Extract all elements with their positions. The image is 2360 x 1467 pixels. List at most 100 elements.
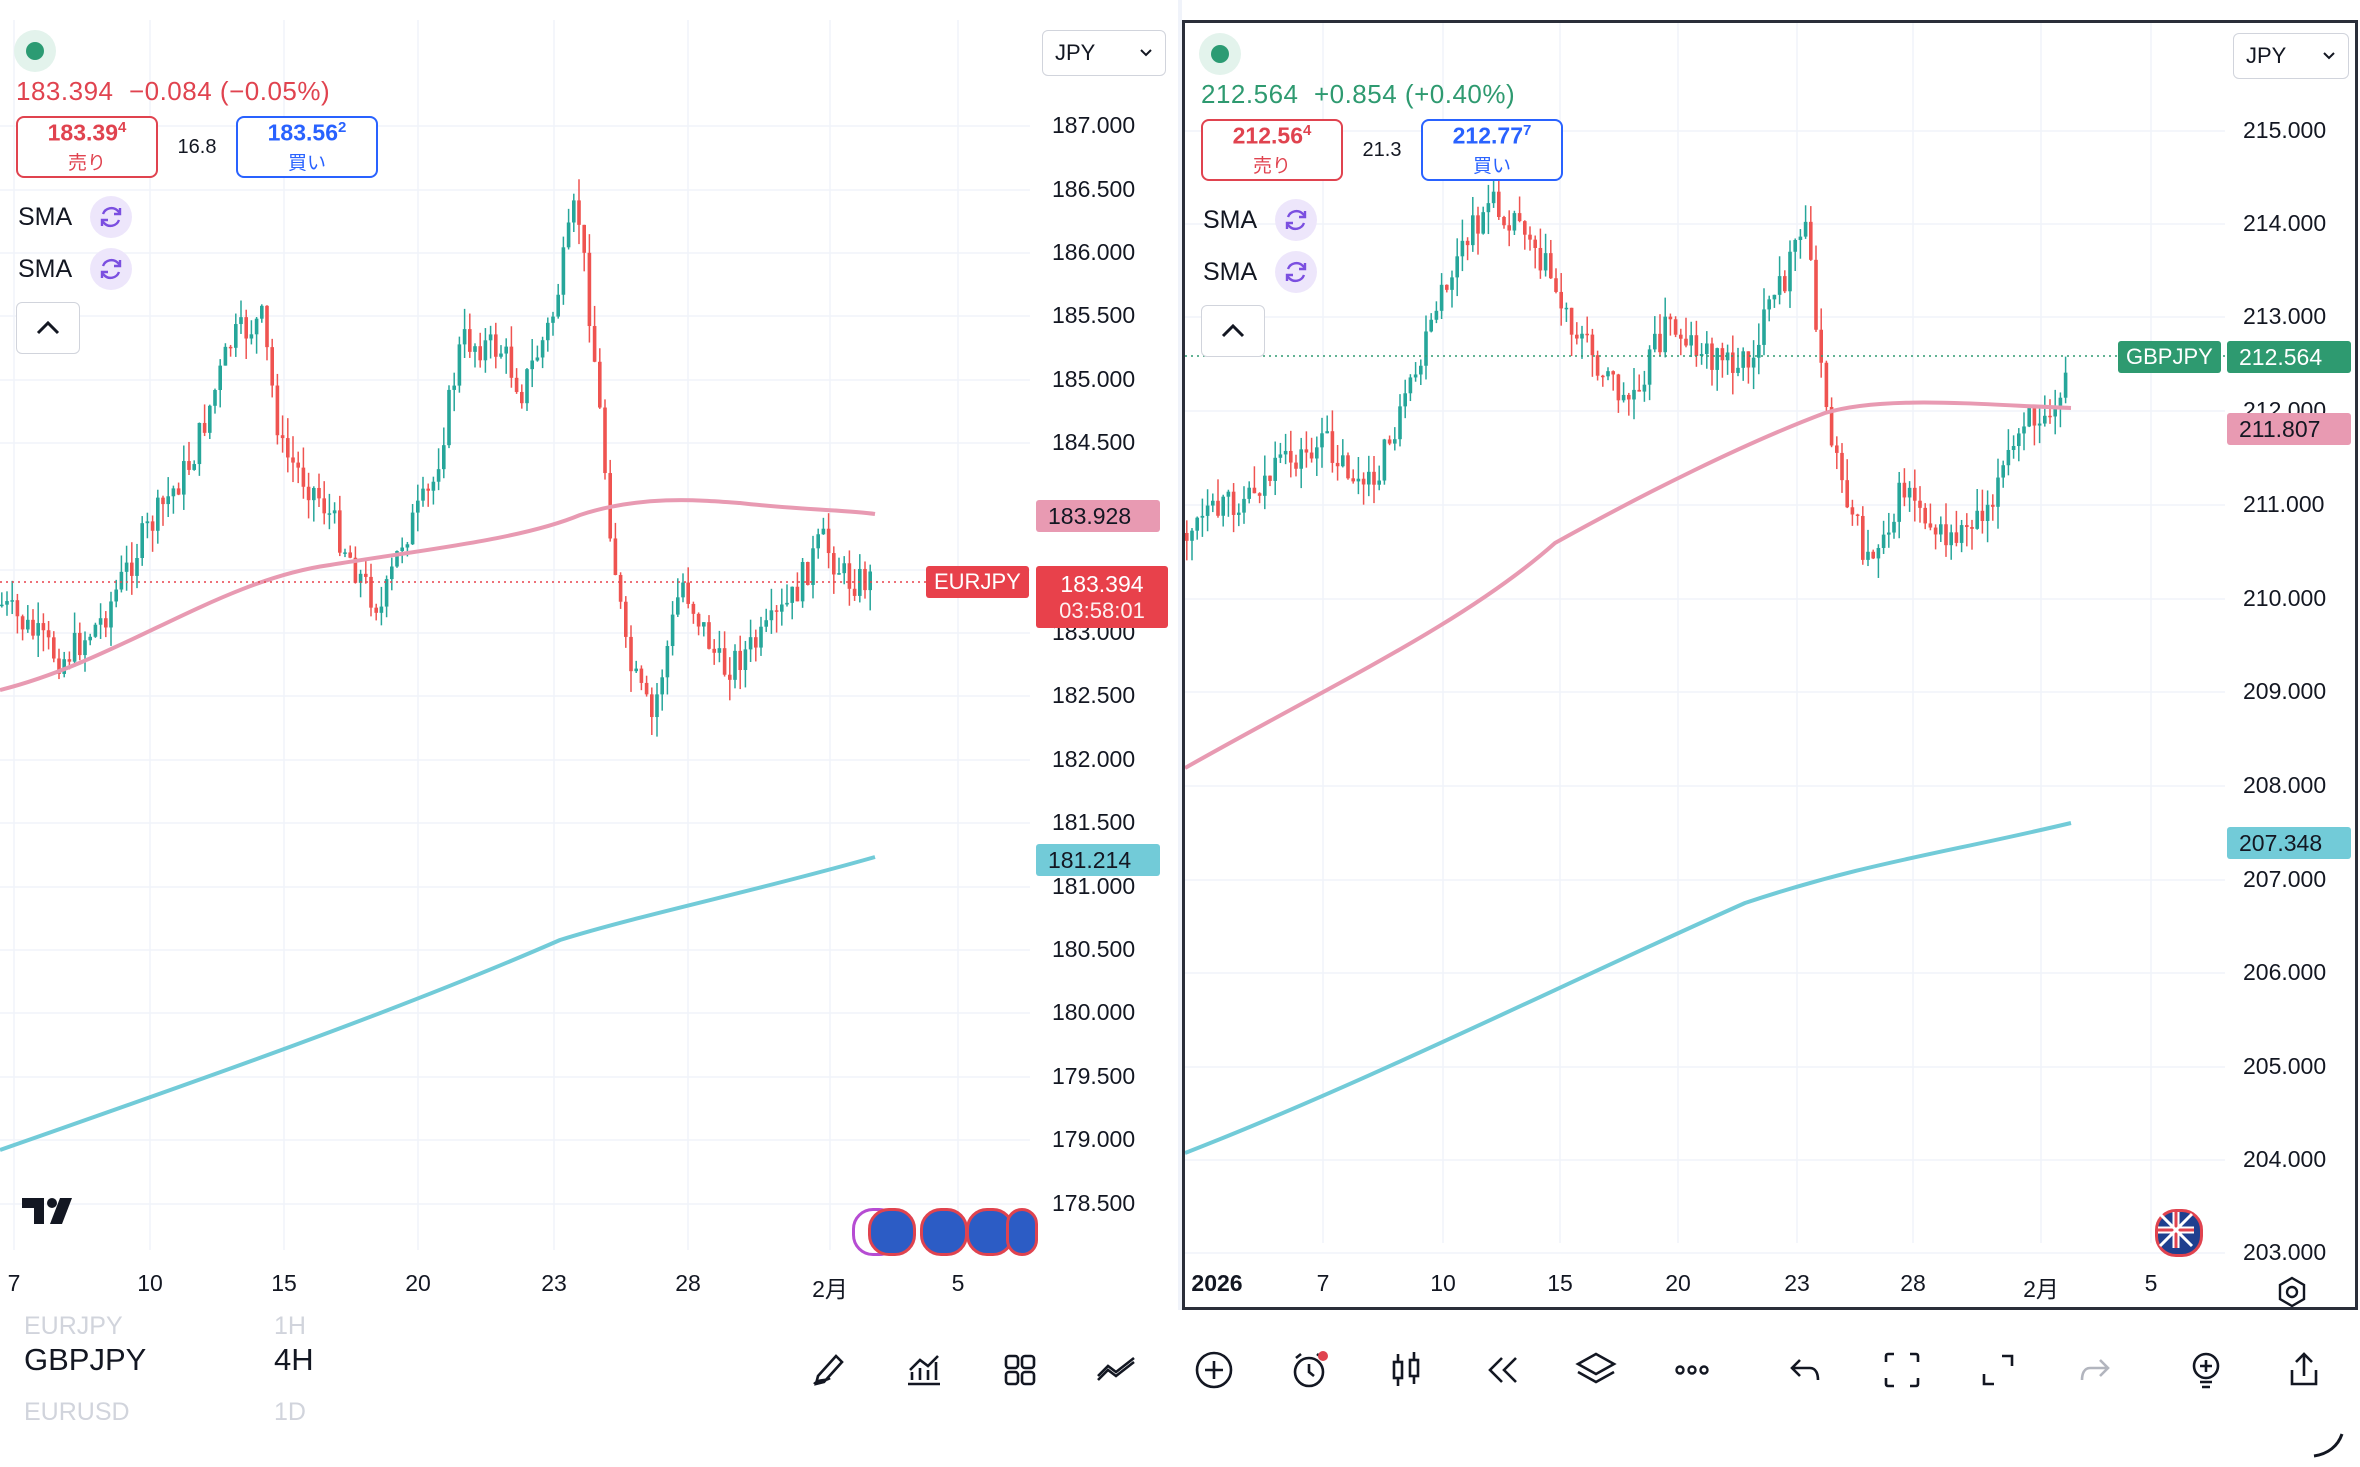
candle-body bbox=[759, 626, 763, 648]
chevron-down-icon bbox=[2323, 52, 2335, 60]
left-sma-2[interactable]: SMA bbox=[18, 248, 133, 290]
right-price-tick-label: 203.000 bbox=[2243, 1239, 2327, 1265]
candle-body bbox=[1559, 291, 1563, 309]
left-buy-button[interactable]: 183.562 買い bbox=[236, 116, 378, 178]
candle-body bbox=[78, 632, 82, 656]
candle-body bbox=[67, 659, 72, 662]
candle-body bbox=[665, 646, 670, 678]
candle-body bbox=[686, 582, 690, 604]
right-chart-canvas[interactable] bbox=[1185, 23, 2355, 1307]
indicators-icon[interactable] bbox=[896, 1342, 952, 1398]
candle-body bbox=[592, 326, 597, 362]
ideas-icon[interactable] bbox=[2178, 1342, 2234, 1398]
collapse-legend-button[interactable] bbox=[16, 302, 80, 354]
candle-body bbox=[1190, 530, 1194, 541]
candle-body bbox=[712, 648, 716, 653]
redo-icon[interactable] bbox=[2066, 1342, 2122, 1398]
candle-body bbox=[650, 694, 654, 718]
right-currency-select[interactable]: JPY bbox=[2233, 33, 2349, 79]
resize-handle-icon[interactable] bbox=[2310, 1430, 2346, 1465]
right-chart-pane[interactable]: 212.564 +0.854 (+0.40%) 212.564 売り 21.3 … bbox=[1182, 20, 2358, 1310]
candle-body bbox=[161, 497, 165, 505]
candle-body bbox=[1398, 406, 1402, 440]
candle-body bbox=[1497, 191, 1501, 217]
share-icon[interactable] bbox=[2276, 1342, 2332, 1398]
undo-icon[interactable] bbox=[1778, 1342, 1834, 1398]
candle-body bbox=[722, 648, 727, 675]
candle-type-icon[interactable] bbox=[1378, 1342, 1434, 1398]
layers-icon[interactable] bbox=[1568, 1342, 1624, 1398]
candle-body bbox=[821, 528, 826, 535]
candle-body bbox=[473, 346, 477, 352]
candle-body bbox=[717, 648, 722, 653]
candle-body bbox=[613, 538, 618, 575]
candle-body bbox=[1320, 433, 1324, 448]
candle-body bbox=[1965, 525, 1969, 528]
add-icon[interactable] bbox=[1186, 1342, 1242, 1398]
replay-icon[interactable] bbox=[1474, 1342, 1530, 1398]
candle-body bbox=[1736, 367, 1740, 373]
left-spread: 16.8 bbox=[177, 135, 217, 158]
right-sma-2[interactable]: SMA bbox=[1203, 251, 1318, 293]
candle-body bbox=[202, 422, 207, 433]
candle-body bbox=[1372, 471, 1376, 485]
layout-grid-icon[interactable] bbox=[992, 1342, 1048, 1398]
collapse-legend-button[interactable] bbox=[1201, 305, 1265, 357]
fullscreen-select-icon[interactable] bbox=[1874, 1342, 1930, 1398]
candle-body bbox=[1268, 475, 1272, 481]
candle-body bbox=[488, 334, 493, 341]
candle-body bbox=[644, 682, 649, 695]
candle-body bbox=[540, 340, 545, 358]
candle-body bbox=[1944, 524, 1948, 546]
symbol-item[interactable]: EURJPY 1H bbox=[24, 1312, 306, 1341]
candle-body bbox=[1283, 450, 1288, 455]
chart-compare-icon[interactable] bbox=[1088, 1342, 1144, 1398]
candle-body bbox=[2037, 423, 2042, 426]
left-chart-pane[interactable]: 183.394 −0.084 (−0.05%) 183.394 売り 16.8 … bbox=[0, 20, 1178, 1305]
symbol-tag-text: EURJPY bbox=[934, 569, 1021, 594]
right-buy-button[interactable]: 212.777 買い bbox=[1421, 119, 1563, 181]
sell-price-sup: 4 bbox=[118, 119, 127, 137]
draw-icon[interactable] bbox=[800, 1342, 856, 1398]
candle-body bbox=[806, 562, 810, 585]
candle-body bbox=[707, 622, 711, 649]
candle-body bbox=[785, 602, 789, 605]
time-tick-label: 28 bbox=[1900, 1270, 1926, 1296]
candle-body bbox=[379, 606, 384, 613]
uk-flag-icon[interactable] bbox=[2155, 1209, 2203, 1257]
candle-body bbox=[1855, 514, 1860, 517]
candle-body bbox=[561, 247, 566, 295]
right-price-tick-label: 207.000 bbox=[2243, 866, 2327, 892]
settings-icon[interactable] bbox=[2275, 1275, 2309, 1314]
buy-price: 183.56 bbox=[267, 119, 338, 146]
symbol-interval: 1D bbox=[274, 1398, 306, 1426]
candle-body bbox=[551, 316, 555, 323]
candle-body bbox=[364, 573, 368, 577]
left-currency-select[interactable]: JPY bbox=[1042, 30, 1166, 76]
sma-slow-value: 207.348 bbox=[2239, 829, 2323, 856]
eu-flag-icon[interactable] bbox=[868, 1208, 916, 1256]
candle-body bbox=[1549, 253, 1553, 279]
left-sell-button[interactable]: 183.394 売り bbox=[16, 116, 158, 178]
candle-body bbox=[1476, 215, 1480, 234]
eu-flag-icon[interactable] bbox=[920, 1208, 968, 1256]
candle-body bbox=[499, 353, 503, 357]
left-sma-1[interactable]: SMA bbox=[18, 196, 133, 238]
pane-divider[interactable] bbox=[1178, 0, 1182, 1310]
right-sell-button[interactable]: 212.564 売り bbox=[1201, 119, 1343, 181]
candle-body bbox=[1205, 505, 1210, 516]
eu-flag-icon[interactable] bbox=[1006, 1208, 1038, 1256]
left-change-pct: (−0.05%) bbox=[219, 76, 331, 106]
more-icon[interactable] bbox=[1664, 1342, 1720, 1398]
left-chart-canvas[interactable] bbox=[0, 20, 1178, 1305]
right-price-tick-label: 213.000 bbox=[2243, 303, 2327, 329]
candle-body bbox=[1564, 307, 1569, 310]
candle-body bbox=[1455, 256, 1459, 278]
symbol-item[interactable]: EURUSD 1D bbox=[24, 1398, 306, 1427]
time-tick-label: 20 bbox=[405, 1270, 431, 1296]
sell-price-sup: 4 bbox=[1303, 122, 1312, 140]
alert-icon[interactable] bbox=[1282, 1342, 1338, 1398]
expand-icon[interactable] bbox=[1970, 1342, 2026, 1398]
symbol-item-selected[interactable]: GBPJPY 4H bbox=[24, 1342, 314, 1378]
right-sma-1[interactable]: SMA bbox=[1203, 199, 1318, 241]
